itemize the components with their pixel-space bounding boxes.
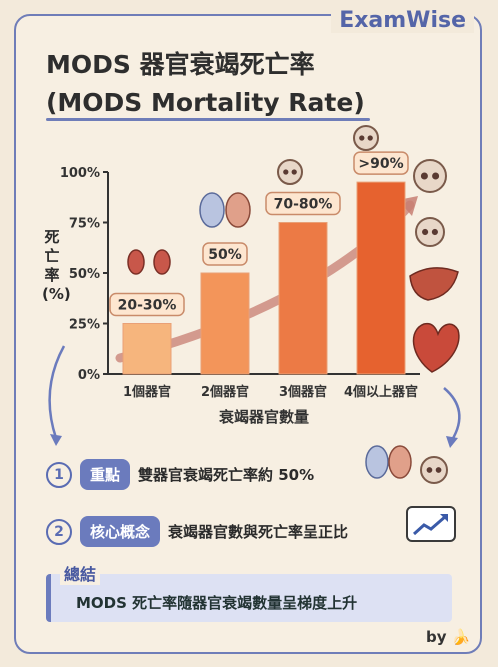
- y-axis-label: 死亡率(%): [42, 228, 71, 303]
- y-tick-label: 0%: [78, 368, 100, 383]
- skull-icon-eye: [291, 169, 297, 175]
- lung-icon: [365, 445, 389, 479]
- data-label: >90%: [358, 156, 403, 172]
- skull-icon: [277, 159, 303, 185]
- skull-icon-eye: [367, 135, 373, 141]
- skull-icon-eye: [432, 172, 440, 180]
- skull-icon-eye: [422, 228, 429, 236]
- skull-icon-eye: [426, 467, 433, 473]
- curved-arrow-right: [443, 387, 461, 441]
- summary-label: 總結: [60, 561, 101, 585]
- point-badge: 核心概念: [80, 516, 161, 547]
- data-label: 20-30%: [118, 298, 177, 314]
- bar: [278, 222, 328, 375]
- point-row-2: 2 核心概念 衰竭器官數與死亡率呈正比: [46, 516, 348, 547]
- data-label-box: [353, 151, 409, 175]
- curved-arrow-left: [48, 345, 66, 439]
- x-tick-label: 1個器官: [123, 384, 171, 400]
- point-number: 1: [46, 461, 72, 488]
- data-label: 50%: [208, 247, 242, 263]
- bar: [122, 323, 172, 375]
- skull-icon: [353, 125, 379, 151]
- byline: by 🍌: [426, 628, 471, 646]
- y-tick-label: 75%: [69, 217, 100, 232]
- data-label-box: [109, 292, 185, 317]
- kidney-icon: [153, 249, 171, 275]
- x-tick-label: 2個器官: [201, 384, 249, 400]
- x-axis-label: 衰竭器官數量: [218, 408, 309, 426]
- x-tick-label: 4個以上器官: [344, 384, 418, 400]
- skull-icon-eye: [431, 228, 438, 236]
- skull-icon: [413, 159, 447, 193]
- title-line-2: (MODS Mortality Rate): [46, 88, 365, 117]
- kidney-icon: [127, 249, 145, 275]
- skull-icon-eye: [435, 467, 442, 473]
- bar: [200, 272, 250, 375]
- trend-up-icon: [406, 506, 456, 542]
- data-label-box: [265, 191, 341, 216]
- skull-icon: [415, 217, 445, 247]
- lung-icon: [199, 192, 225, 228]
- summary-box: [46, 574, 452, 622]
- title-underline: [46, 118, 370, 121]
- point-text: 衰竭器官數與死亡率呈正比: [168, 523, 349, 541]
- y-tick-label: 25%: [69, 318, 100, 333]
- curved-arrow-right-head: [446, 436, 458, 448]
- skull-icon: [420, 456, 448, 484]
- point-number: 2: [46, 518, 72, 545]
- title-line-1: MODS 器官衰竭死亡率: [46, 50, 315, 79]
- data-label: 70-80%: [274, 197, 333, 213]
- data-label-box: [202, 242, 248, 266]
- x-tick-label: 3個器官: [279, 384, 327, 400]
- skull-icon-eye: [283, 169, 289, 175]
- summary-text: MODS 死亡率隨器官衰竭數量呈梯度上升: [76, 594, 358, 612]
- point-row-1: 1 重點 雙器官衰竭死亡率約 50%: [46, 459, 314, 490]
- skull-icon-eye: [420, 172, 428, 180]
- page-title: MODS 器官衰竭死亡率 (MODS Mortality Rate): [46, 46, 365, 122]
- lung-icon: [225, 192, 251, 228]
- heart-icon: [412, 322, 460, 373]
- y-tick-label: 100%: [60, 166, 100, 181]
- point-badge: 重點: [80, 459, 131, 490]
- lung-icon: [388, 445, 412, 479]
- skull-icon-eye: [359, 135, 365, 141]
- curved-arrow-left-head: [50, 434, 62, 446]
- y-tick-label: 50%: [69, 267, 100, 282]
- bar: [356, 181, 406, 375]
- brand-logo: ExamWise: [331, 8, 474, 33]
- liver-icon: [409, 267, 459, 301]
- point-text: 雙器官衰竭死亡率約 50%: [138, 466, 315, 484]
